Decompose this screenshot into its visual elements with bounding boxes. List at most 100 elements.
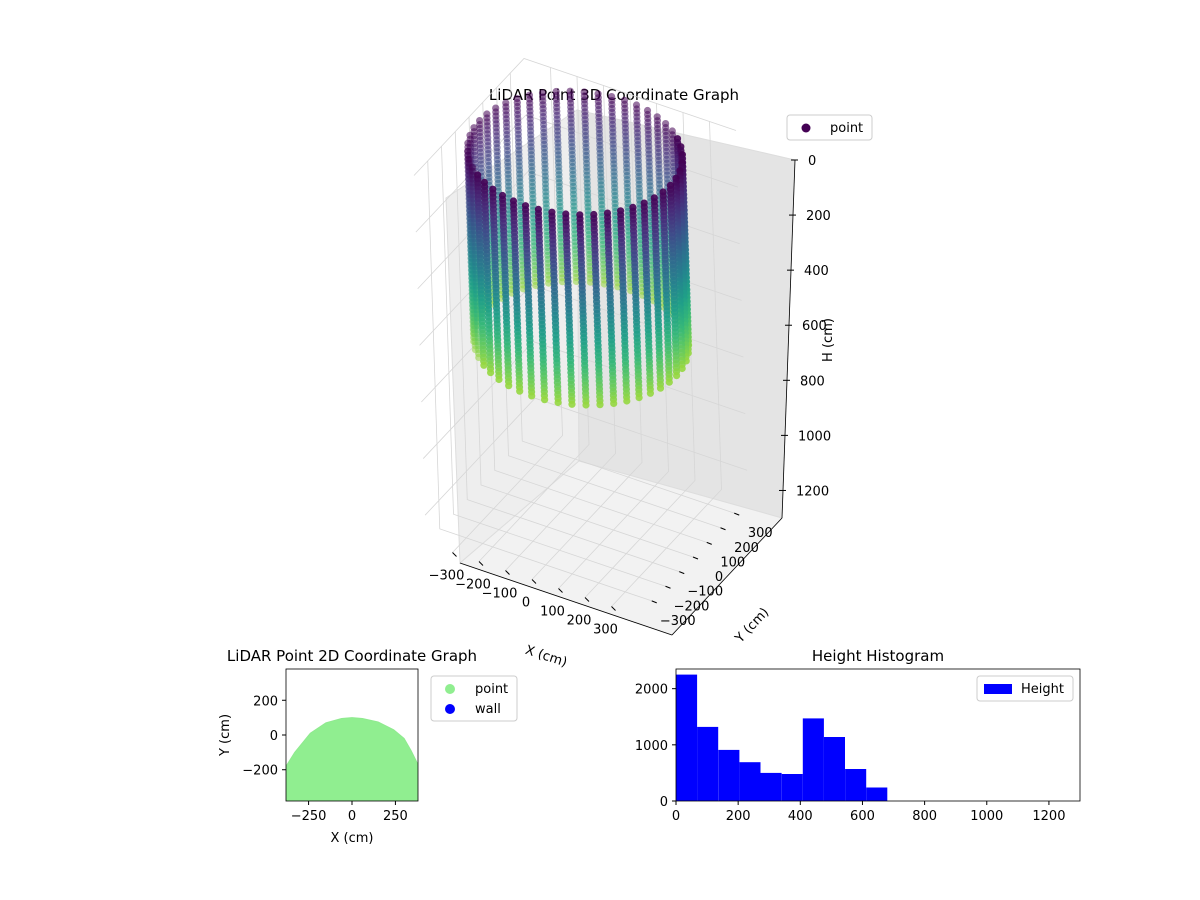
legend-marker-wall [445,704,455,714]
grid-line-x [478,76,590,562]
grid-line-h [413,58,737,176]
x-tick [505,570,510,575]
histogram-bar [823,737,845,801]
grid-line-x [611,121,722,607]
y-axis-label: Y (cm) [732,605,772,647]
x-tick-label: 300 [593,623,618,638]
point-3d [635,394,643,402]
x-tick-label: 200 [726,809,751,824]
legend-label-height: Height [1021,682,1064,697]
y-tick-label: 0 [660,795,668,810]
y-tick-label: −300 [660,614,696,629]
point-3d [545,279,553,287]
point-3d [487,369,495,377]
histogram-ticks: 0 200 400 600 800 1000 1200 0 1000 2000 [635,683,1066,824]
chart-3d: LiDAR Point 3D Coordinate Graph −300−200… [413,58,873,671]
legend-marker-point [445,684,455,694]
x-tick [478,561,484,566]
y-tick-label: 2000 [635,683,668,698]
point-3d [495,375,503,384]
y-tick-label: 100 [720,555,745,570]
chart-2d-ticks: −250 0 250 −200 0 200 [242,694,408,824]
point-3d [554,398,562,407]
y-tick-label: −200 [674,599,710,614]
y-tick-label: 200 [253,694,278,709]
legend-marker-point [801,123,811,133]
y-tick-label: 300 [748,526,773,541]
x-axis-label: X (cm) [523,643,569,671]
point-3d [528,392,536,400]
histogram-bar [676,674,698,801]
histogram-legend: Height [976,675,1074,702]
y-tick [679,571,685,575]
point-region [286,717,418,801]
z-tick-label: 0 [808,154,816,169]
legend-label-point: point [830,121,863,136]
x-tick [611,606,616,611]
point-3d [673,372,681,380]
x-tick-label: 800 [912,809,937,824]
y-tick-label: 0 [270,729,278,744]
histogram-bar [802,718,824,801]
point-3d [586,278,595,286]
y-tick [665,585,671,589]
x-tick-label: −250 [291,809,327,824]
x-tick-label: 400 [788,809,813,824]
x-tick [531,579,537,584]
x-tick-label: 0 [672,809,680,824]
histogram-frame [675,668,1081,802]
point-3d [596,401,604,409]
point-3d [665,378,673,386]
y-tick-label: 200 [734,541,759,556]
x-tick-label: 600 [850,809,875,824]
y-tick [692,556,699,560]
x-tick-label: 200 [567,614,592,629]
x-axis-line [459,562,673,636]
y-axis-line [671,517,783,636]
point-3d [600,280,608,288]
histogram-bar [781,774,803,801]
z-axis-line [781,159,796,519]
chart-3d-axes [459,159,796,636]
chart-3d-points [464,87,693,409]
histogram-bar [697,726,719,801]
histogram-bars [676,674,888,801]
y-tick-label: −200 [242,764,278,779]
y-tick [734,512,740,516]
grid-line-x [452,67,563,553]
y-tick [720,527,726,531]
legend-frame [786,114,873,141]
x-tick-label: 1200 [1032,809,1065,824]
point-3d [610,399,618,407]
histogram-bar [866,787,888,801]
point-3d [582,401,590,409]
point-3d [678,364,686,373]
z-tick-label: 600 [802,319,827,334]
y-tick-label: 1000 [635,739,668,754]
z-tick-label: 400 [804,264,829,279]
point-3d [623,397,631,405]
x-tick [584,597,590,602]
point-3d [505,382,513,390]
x-tick-label: 0 [522,596,530,611]
chart-2d-title: LiDAR Point 2D Coordinate Graph [227,647,477,665]
chart-2d-y-label: Y (cm) [218,714,233,757]
chart-2d-legend: point wall [430,675,518,722]
grid-line-y [509,73,735,514]
x-tick [452,552,457,557]
chart-3d-ticks: −300−200−1000100200300−300−200−100010020… [429,154,831,638]
legend-frame [976,675,1074,702]
legend-marker-height [984,684,1012,694]
legend-label-point: point [475,682,508,697]
grid-line-y [441,146,666,587]
histogram-title: Height Histogram [812,647,944,665]
x-tick-label: 0 [348,809,356,824]
histogram-bar [739,762,761,801]
point-3d [572,277,581,285]
chart-3d-legend: point [786,114,873,141]
y-tick [651,600,657,604]
x-tick-label: −100 [482,587,518,602]
point-3d [656,384,665,392]
grid-line-h [424,397,748,516]
z-tick-label: 800 [800,374,825,389]
